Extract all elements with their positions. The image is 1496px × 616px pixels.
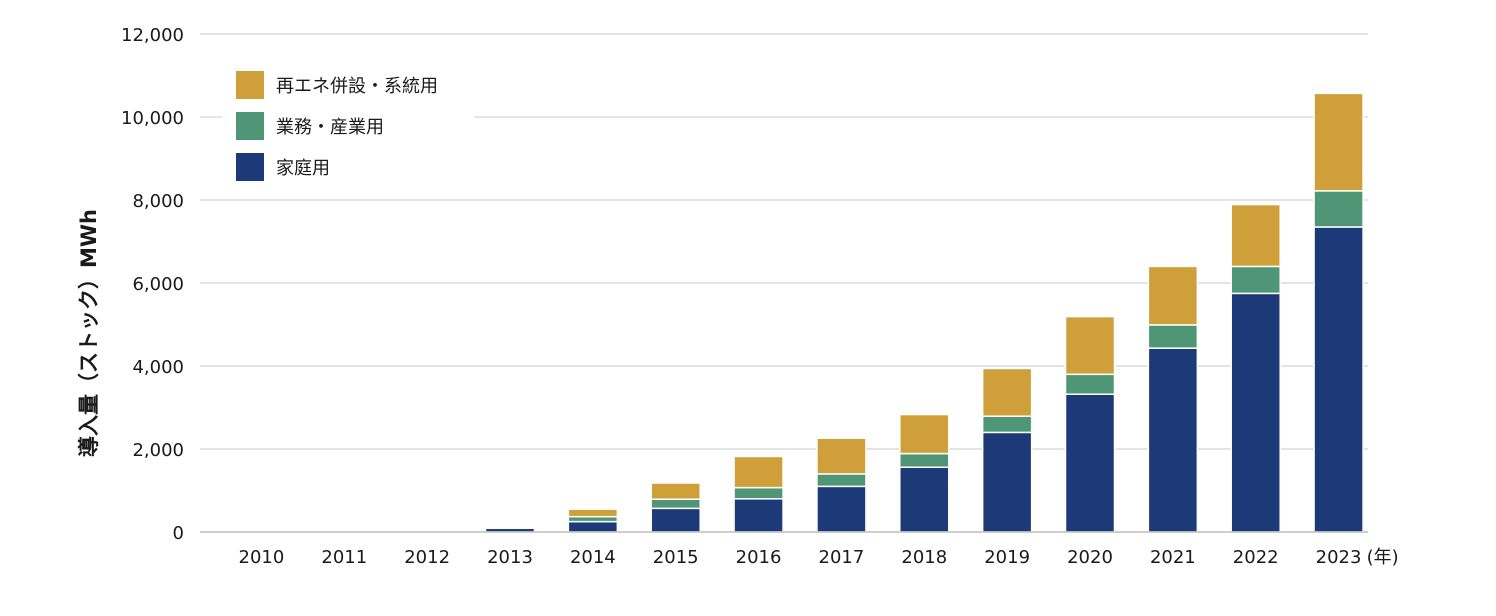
- legend-label: 家庭用: [276, 158, 330, 179]
- bar-segment-household: [568, 522, 617, 532]
- x-axis-unit: (年): [1367, 547, 1399, 568]
- bar-segment-renewable-grid: [1314, 93, 1363, 191]
- y-tick-label: 4,000: [132, 357, 184, 378]
- y-tick-label: 10,000: [121, 108, 184, 129]
- x-tick-label: 2013: [487, 547, 533, 568]
- x-tick-label: 2012: [404, 547, 450, 568]
- bar-segment-commercial-industrial: [900, 454, 949, 468]
- y-tick-label: 12,000: [121, 25, 184, 46]
- bar-segment-household: [1148, 348, 1197, 532]
- bar-segment-renewable-grid: [1066, 317, 1115, 375]
- legend-swatch: [236, 153, 264, 181]
- x-tick-label: 2019: [984, 547, 1030, 568]
- bar-segment-commercial-industrial: [1231, 266, 1280, 293]
- bar-segment-household: [900, 467, 949, 532]
- bar-segment-household: [1314, 227, 1363, 532]
- bar-segment-renewable-grid: [817, 438, 866, 474]
- bar-segment-household: [817, 486, 866, 532]
- x-tick-label: 2018: [901, 547, 947, 568]
- x-tick-label: 2017: [819, 547, 865, 568]
- x-tick-label: 2023: [1316, 547, 1362, 568]
- x-axis-ticks: 2010 2011 2012 2013 2014 2015 2016 2017 2018 2019…: [239, 547, 1362, 568]
- bar-segment-commercial-industrial: [734, 488, 783, 499]
- legend-swatch: [236, 71, 264, 99]
- bar-segment-household: [983, 432, 1032, 532]
- y-tick-label: 8,000: [132, 191, 184, 212]
- bar-segment-commercial-industrial: [1148, 325, 1197, 348]
- x-tick-label: 2015: [653, 547, 699, 568]
- bar-segment-renewable-grid: [1148, 266, 1197, 325]
- bar-segment-household: [734, 499, 783, 532]
- bar-segment-commercial-industrial: [1314, 191, 1363, 227]
- x-tick-label: 2020: [1067, 547, 1113, 568]
- legend-label: 業務・産業用: [276, 117, 384, 138]
- bar-segment-commercial-industrial: [983, 416, 1032, 432]
- bar-segment-commercial-industrial: [1066, 374, 1115, 394]
- y-tick-label: 6,000: [132, 274, 184, 295]
- bar-segment-renewable-grid: [900, 415, 949, 454]
- x-tick-label: 2022: [1233, 547, 1279, 568]
- legend-swatch: [236, 112, 264, 140]
- bar-segment-household: [1066, 394, 1115, 532]
- bar-segment-renewable-grid: [651, 483, 700, 499]
- bar-segment-household: [1231, 293, 1280, 532]
- bar-segment-commercial-industrial: [817, 474, 866, 486]
- bar-segment-renewable-grid: [983, 368, 1032, 416]
- bar-segment-renewable-grid: [568, 509, 617, 516]
- bars: [486, 93, 1364, 532]
- bar-segment-household: [651, 508, 700, 532]
- bar-segment-commercial-industrial: [651, 499, 700, 508]
- x-tick-label: 2021: [1150, 547, 1196, 568]
- legend-label: 再エネ併設・系統用: [276, 76, 438, 97]
- y-axis-label: 導入量（ストック）MWh: [77, 209, 101, 457]
- y-tick-label: 2,000: [132, 440, 184, 461]
- y-tick-label: 0: [173, 523, 184, 544]
- bar-segment-renewable-grid: [1231, 205, 1280, 267]
- bar-segment-renewable-grid: [734, 456, 783, 487]
- x-tick-label: 2014: [570, 547, 616, 568]
- x-tick-label: 2011: [321, 547, 367, 568]
- y-axis-ticks: 0 2,000 4,000 6,000 8,000 10,000 12,000: [121, 25, 184, 544]
- x-tick-label: 2016: [736, 547, 782, 568]
- x-tick-label: 2010: [239, 547, 285, 568]
